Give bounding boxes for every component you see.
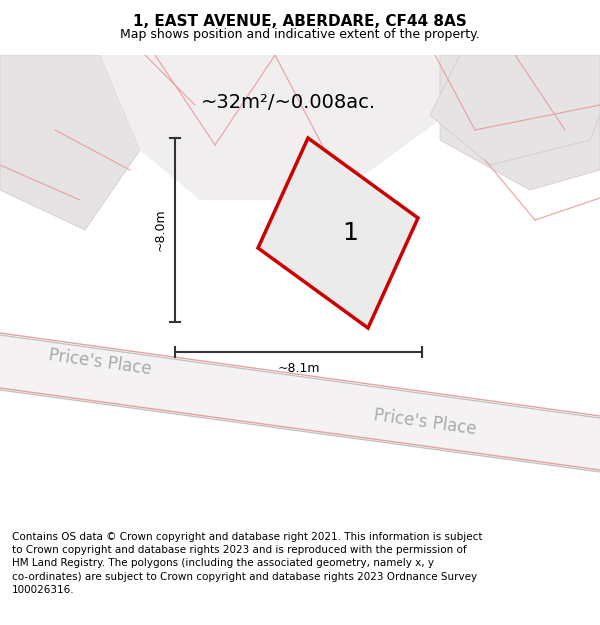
Text: 1: 1: [342, 221, 358, 245]
Polygon shape: [258, 138, 418, 328]
Polygon shape: [100, 55, 440, 200]
Text: Contains OS data © Crown copyright and database right 2021. This information is : Contains OS data © Crown copyright and d…: [12, 532, 482, 595]
Text: Map shows position and indicative extent of the property.: Map shows position and indicative extent…: [120, 28, 480, 41]
Polygon shape: [0, 55, 140, 230]
Text: ~8.0m: ~8.0m: [154, 209, 167, 251]
Text: 1, EAST AVENUE, ABERDARE, CF44 8AS: 1, EAST AVENUE, ABERDARE, CF44 8AS: [133, 14, 467, 29]
Polygon shape: [440, 55, 600, 190]
Text: Price's Place: Price's Place: [373, 406, 478, 438]
Text: ~8.1m: ~8.1m: [277, 362, 320, 375]
Polygon shape: [430, 55, 600, 165]
Text: ~32m²/~0.008ac.: ~32m²/~0.008ac.: [200, 93, 376, 112]
Polygon shape: [0, 335, 600, 472]
Text: Price's Place: Price's Place: [47, 346, 152, 378]
